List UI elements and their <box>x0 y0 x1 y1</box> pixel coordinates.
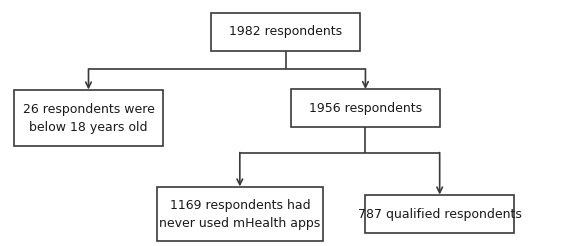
FancyBboxPatch shape <box>291 89 440 127</box>
Text: 26 respondents were
below 18 years old: 26 respondents were below 18 years old <box>23 103 154 134</box>
Text: 1169 respondents had
never used mHealth apps: 1169 respondents had never used mHealth … <box>159 199 320 230</box>
FancyBboxPatch shape <box>211 13 360 51</box>
Text: 1982 respondents: 1982 respondents <box>229 26 342 38</box>
Text: 787 qualified respondents: 787 qualified respondents <box>358 208 521 220</box>
Text: 1956 respondents: 1956 respondents <box>309 102 422 115</box>
FancyBboxPatch shape <box>157 187 323 241</box>
FancyBboxPatch shape <box>14 90 163 146</box>
FancyBboxPatch shape <box>365 195 514 233</box>
